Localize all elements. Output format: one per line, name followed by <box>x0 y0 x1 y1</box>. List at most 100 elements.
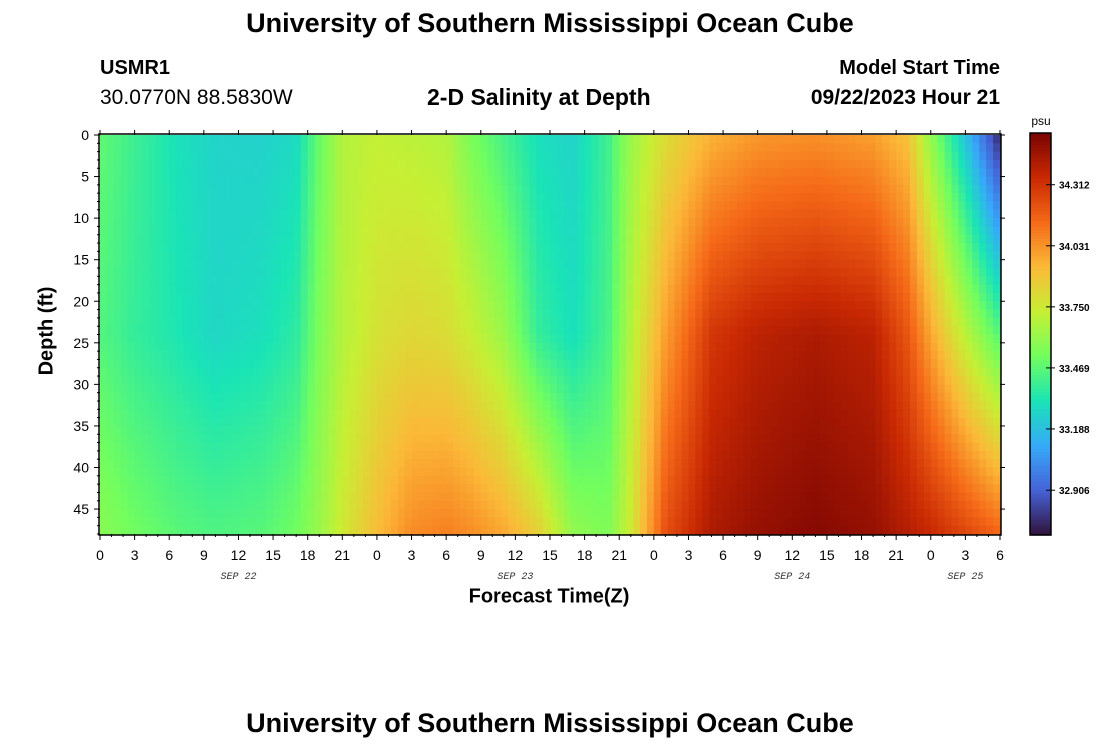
heatmap-cell <box>584 367 593 377</box>
heatmap-cell <box>480 475 489 485</box>
heatmap-cell <box>660 317 669 327</box>
heatmap-cell <box>134 425 143 435</box>
heatmap-cell <box>702 259 710 269</box>
heatmap-cell <box>100 401 108 410</box>
heatmap-cell <box>370 135 378 144</box>
heatmap-cell <box>646 284 655 294</box>
heatmap-cell <box>446 326 454 336</box>
heatmap-cell <box>674 259 683 269</box>
heatmap-cell <box>411 442 420 452</box>
heatmap-cell <box>750 234 759 244</box>
heatmap-cell <box>730 251 738 261</box>
heatmap-cell <box>259 517 267 527</box>
heatmap-cell <box>286 176 295 186</box>
heatmap-cell <box>771 234 780 244</box>
heatmap-cell <box>702 459 710 469</box>
heatmap-cell <box>813 500 821 510</box>
heatmap-cell <box>550 467 558 477</box>
heatmap-cell <box>134 392 143 402</box>
heatmap-cell <box>743 450 752 460</box>
heatmap-cell <box>418 517 426 527</box>
heatmap-cell <box>806 168 814 178</box>
heatmap-cell <box>501 401 510 410</box>
heatmap-cell <box>591 525 600 535</box>
heatmap-cell <box>342 442 350 452</box>
heatmap-cell <box>196 367 205 377</box>
heatmap-cell <box>626 475 634 485</box>
heatmap-cell <box>342 292 350 302</box>
heatmap-cell <box>723 334 731 344</box>
heatmap-cell <box>633 484 641 494</box>
heatmap-cell <box>570 292 579 302</box>
heatmap-cell <box>764 193 773 203</box>
heatmap-cell <box>563 351 572 361</box>
heatmap-cell <box>785 243 793 252</box>
heatmap-cell <box>515 342 523 352</box>
heatmap-cell <box>425 425 433 435</box>
heatmap-cell <box>736 434 745 444</box>
heatmap-cell <box>688 384 696 394</box>
heatmap-cell <box>210 201 219 211</box>
heatmap-cell <box>183 226 191 236</box>
heatmap-cell <box>473 525 482 535</box>
heatmap-cell <box>653 450 662 460</box>
heatmap-cell <box>349 243 357 252</box>
heatmap-cell <box>252 342 260 352</box>
heatmap-cell <box>716 201 724 211</box>
heatmap-cell <box>681 475 690 485</box>
heatmap-cell <box>134 376 143 385</box>
heatmap-cell <box>328 218 336 228</box>
heatmap-cell <box>584 201 593 211</box>
heatmap-cell <box>570 301 579 311</box>
heatmap-cell <box>127 384 136 394</box>
heatmap-cell <box>466 334 475 344</box>
heatmap-cell <box>750 334 759 344</box>
heatmap-cell <box>280 143 288 153</box>
heatmap-cell <box>134 259 143 269</box>
heatmap-cell <box>162 268 170 277</box>
heatmap-cell <box>591 509 600 518</box>
heatmap-cell <box>536 525 544 535</box>
heatmap-cell <box>162 475 170 485</box>
heatmap-cell <box>134 309 143 319</box>
heatmap-cell <box>460 209 468 219</box>
heatmap-cell <box>466 392 475 402</box>
heatmap-cell <box>162 292 170 302</box>
heatmap-cell <box>342 484 350 494</box>
heatmap-cell <box>619 450 627 460</box>
heatmap-cell <box>743 384 752 394</box>
heatmap-cell <box>619 301 627 311</box>
heatmap-cell <box>584 226 593 236</box>
heatmap-cell <box>743 259 752 269</box>
heatmap-cell <box>633 334 641 344</box>
heatmap-cell <box>349 326 357 336</box>
heatmap-cell <box>120 234 129 244</box>
heatmap-cell <box>342 309 350 319</box>
heatmap-cell <box>370 251 378 261</box>
heatmap-cell <box>473 292 482 302</box>
heatmap-cell <box>785 467 793 477</box>
heatmap-cell <box>778 376 786 385</box>
heatmap-cell <box>321 434 330 444</box>
heatmap-cell <box>453 367 461 377</box>
heatmap-cell <box>473 276 482 286</box>
heatmap-cell <box>245 159 253 169</box>
heatmap-cell <box>730 425 738 435</box>
heatmap-cell <box>778 459 786 469</box>
heatmap-cell <box>141 317 150 327</box>
heatmap-cell <box>238 459 246 469</box>
heatmap-cell <box>723 268 731 277</box>
heatmap-cell <box>550 259 558 269</box>
heatmap-cell <box>487 326 496 336</box>
heatmap-cell <box>667 143 676 153</box>
heatmap-cell <box>660 392 669 402</box>
heatmap-cell <box>349 276 357 286</box>
heatmap-cell <box>792 143 800 153</box>
heatmap-cell <box>702 342 710 352</box>
heatmap-cell <box>750 159 759 169</box>
heatmap-cell <box>273 475 281 485</box>
heatmap-cell <box>224 135 233 144</box>
heatmap-cell <box>376 351 385 361</box>
heatmap-cell <box>190 268 198 277</box>
heatmap-cell <box>570 459 579 469</box>
